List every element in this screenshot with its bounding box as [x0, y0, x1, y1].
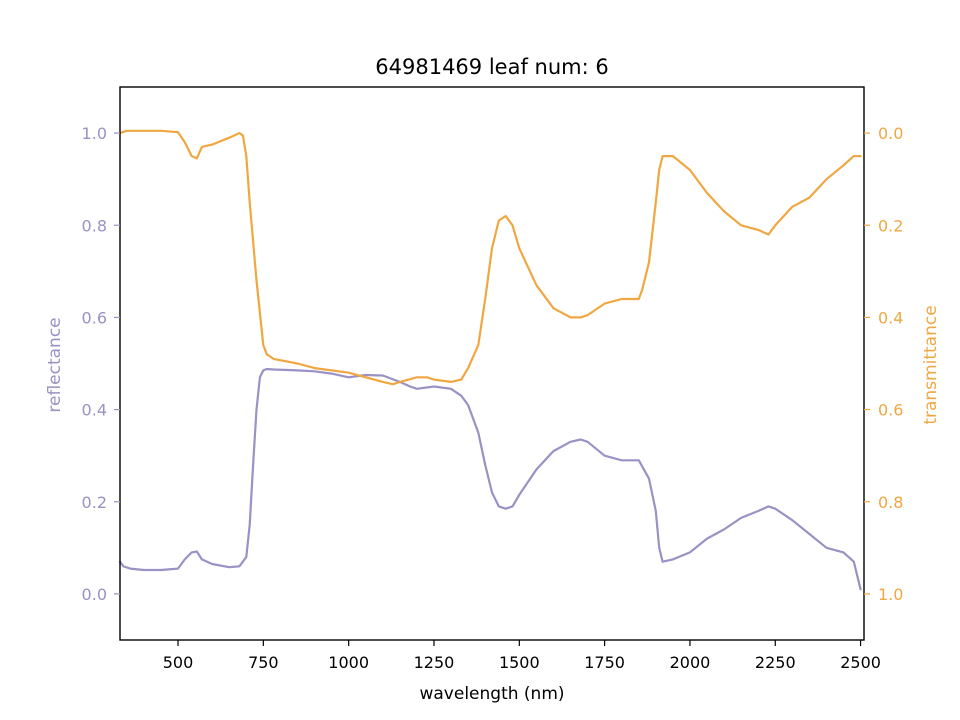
series-layer: [118, 129, 862, 591]
right-tick-label: 1.0: [878, 585, 903, 604]
y-axis-label-right: transmittance: [921, 305, 941, 424]
x-tick-label: 1500: [499, 653, 540, 672]
plot-frame: [119, 86, 865, 641]
chart-title: 64981469 leaf num: 6: [375, 55, 608, 79]
y-axis-label-left: reflectance: [45, 317, 65, 412]
transmittance-line: [118, 129, 862, 386]
x-tick-label: 1250: [414, 653, 455, 672]
reflectance-line: [118, 367, 862, 591]
left-axis-ticks: 0.0 0.2 0.4 0.6 0.8 1.0: [82, 124, 120, 604]
left-tick-label: 0.8: [82, 216, 107, 235]
left-tick-label: 0.6: [82, 308, 107, 327]
x-tick-label: 1000: [328, 653, 369, 672]
right-tick-label: 0.0: [878, 124, 903, 143]
x-axis-ticks: 500 750 1000 1250 1500 1750 2000 2250 2500: [163, 640, 881, 672]
left-tick-label: 0.0: [82, 585, 107, 604]
x-tick-label: 2000: [670, 653, 711, 672]
right-tick-label: 0.4: [878, 308, 903, 327]
x-tick-label: 500: [163, 653, 194, 672]
left-tick-label: 0.2: [82, 493, 107, 512]
x-tick-label: 1750: [584, 653, 625, 672]
left-tick-label: 1.0: [82, 124, 107, 143]
x-tick-label: 2500: [840, 653, 881, 672]
right-tick-label: 0.6: [878, 401, 903, 420]
right-tick-label: 0.2: [878, 216, 903, 235]
right-axis-ticks: 0.0 0.2 0.4 0.6 0.8 1.0: [864, 124, 903, 604]
left-tick-label: 0.4: [82, 401, 107, 420]
x-tick-label: 750: [248, 653, 279, 672]
x-axis-label: wavelength (nm): [419, 684, 564, 704]
right-tick-label: 0.8: [878, 493, 903, 512]
x-tick-label: 2250: [755, 653, 796, 672]
